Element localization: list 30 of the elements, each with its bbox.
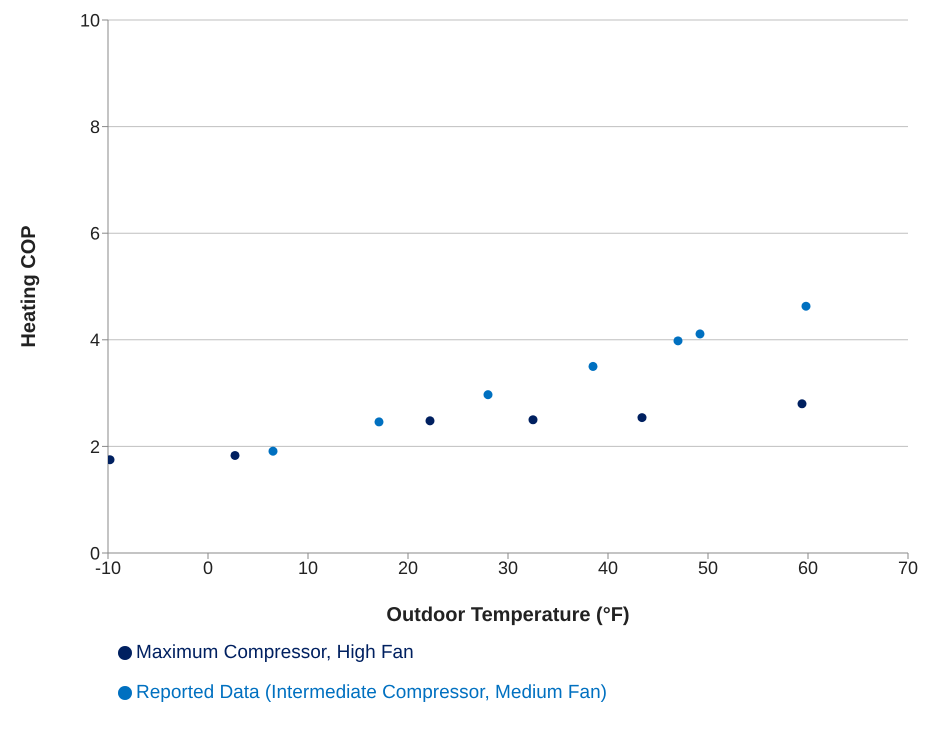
y-tick-label: 0 — [90, 543, 100, 564]
point — [801, 302, 811, 311]
point — [528, 415, 538, 424]
legend-label: Maximum Compressor, High Fan — [136, 642, 414, 663]
y-tick-label: 2 — [90, 436, 100, 457]
point — [230, 450, 240, 460]
x-tick-label: 50 — [698, 558, 718, 578]
x-tick-label: 60 — [798, 558, 818, 578]
x-tick-label: 70 — [898, 558, 918, 578]
x-tick-label: 20 — [398, 558, 418, 578]
point — [695, 329, 705, 338]
y-tick-label: 4 — [90, 330, 100, 350]
point — [425, 416, 435, 426]
y-tick-label: 6 — [90, 224, 100, 244]
x-tick-label: 40 — [598, 558, 618, 578]
y-axis-title: Heating COP — [18, 225, 40, 348]
point — [483, 390, 493, 400]
point — [268, 446, 278, 456]
x-axis-title: Outdoor Temperature (°F) — [386, 604, 630, 626]
point — [637, 413, 647, 422]
y-tick-label: 8 — [90, 116, 100, 137]
y-tick-label: 10 — [80, 10, 100, 30]
point — [673, 336, 683, 346]
x-tick-label: 30 — [498, 558, 518, 578]
point — [374, 417, 384, 426]
legend-label: Reported Data (Intermediate Compressor, Medium Fan) — [136, 682, 607, 703]
x-tick-label: 0 — [202, 558, 214, 578]
point — [588, 362, 598, 371]
x-tick-label: 10 — [298, 558, 318, 578]
point — [797, 399, 807, 408]
